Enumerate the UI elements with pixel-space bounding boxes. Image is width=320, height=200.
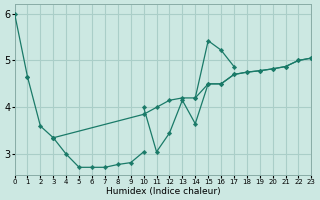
- X-axis label: Humidex (Indice chaleur): Humidex (Indice chaleur): [106, 187, 220, 196]
